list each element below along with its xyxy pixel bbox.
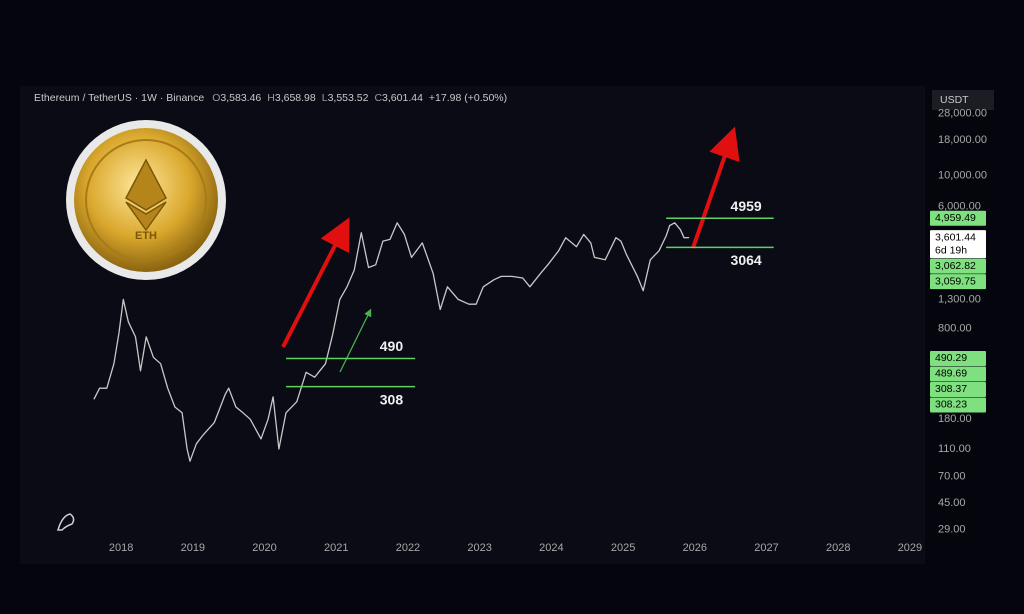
x-tick-label: 2020 bbox=[252, 542, 276, 554]
ohlc-value: 3,658.98 bbox=[275, 92, 316, 104]
ohlc-value: 3,553.52 bbox=[328, 92, 369, 104]
y-tick-label: 29.00 bbox=[938, 524, 966, 536]
y-tick-label: 28,000.00 bbox=[938, 107, 987, 119]
y-tick-label: 18,000.00 bbox=[938, 134, 987, 146]
coin-label: ETH bbox=[135, 230, 157, 242]
logo bbox=[57, 513, 75, 531]
x-tick-label: 2019 bbox=[181, 542, 205, 554]
price-label-box bbox=[930, 258, 986, 274]
price-label: 4,959.49 bbox=[935, 212, 976, 224]
symbol: Ethereum / TetherUS · 1W · Binance bbox=[34, 92, 204, 104]
y-tick-label: 45.00 bbox=[938, 497, 966, 509]
y-tick-label: 1,300.00 bbox=[938, 293, 981, 305]
level-label: 4959 bbox=[731, 198, 762, 214]
chart-header: Ethereum / TetherUS · 1W · Binance O3,583… bbox=[34, 92, 507, 104]
eth-coin: ETH bbox=[66, 120, 226, 280]
y-tick-label: 800.00 bbox=[938, 323, 972, 335]
red-arrow bbox=[281, 217, 350, 348]
currency-box bbox=[932, 90, 994, 110]
price-label-box bbox=[930, 366, 986, 382]
y-tick-label: 10,000.00 bbox=[938, 170, 987, 182]
x-tick-label: 2024 bbox=[539, 542, 563, 554]
y-tick-label: 70.00 bbox=[938, 470, 966, 482]
x-tick-label: 2018 bbox=[109, 542, 133, 554]
price-label-box bbox=[930, 350, 986, 366]
x-tick-label: 2026 bbox=[683, 542, 707, 554]
level-label: 3064 bbox=[731, 252, 762, 268]
ohlc-key: H bbox=[267, 92, 275, 104]
ohlc-key: L bbox=[322, 92, 328, 104]
price-label: 489.69 bbox=[935, 368, 967, 380]
red-arrow bbox=[691, 126, 740, 249]
price-label-box bbox=[930, 210, 986, 226]
countdown: 6d 19h bbox=[935, 244, 967, 256]
x-tick-label: 2028 bbox=[826, 542, 850, 554]
price-line bbox=[93, 222, 690, 462]
ohlc-key: O bbox=[212, 92, 220, 104]
price-label-box bbox=[930, 230, 986, 259]
price-label: 308.37 bbox=[935, 383, 967, 395]
price-label: 3,059.75 bbox=[935, 275, 976, 287]
x-tick-label: 2022 bbox=[396, 542, 420, 554]
level-label: 308 bbox=[380, 391, 404, 407]
y-tick-label: 180.00 bbox=[938, 413, 972, 425]
ohlc-value: 3,601.44 bbox=[382, 92, 423, 104]
change: +17.98 (+0.50%) bbox=[429, 92, 507, 104]
price-label: 3,601.44 bbox=[935, 231, 976, 243]
x-tick-label: 2021 bbox=[324, 542, 348, 554]
price-label-box bbox=[930, 381, 986, 397]
price-label-box bbox=[930, 274, 986, 290]
currency: USDT bbox=[940, 94, 969, 106]
ohlc-value: 3,583.46 bbox=[220, 92, 261, 104]
x-tick-label: 2027 bbox=[754, 542, 778, 554]
price-label: 490.29 bbox=[935, 352, 967, 364]
y-tick-label: 6,000.00 bbox=[938, 201, 981, 213]
price-label: 3,062.82 bbox=[935, 260, 976, 272]
price-label-box bbox=[930, 397, 986, 413]
level-label: 490 bbox=[380, 338, 404, 354]
x-tick-label: 2023 bbox=[467, 542, 491, 554]
x-tick-label: 2025 bbox=[611, 542, 635, 554]
price-label: 308.23 bbox=[935, 399, 967, 411]
ohlc-key: C bbox=[374, 92, 382, 104]
x-tick-label: 2029 bbox=[898, 542, 922, 554]
green-arrow bbox=[339, 308, 372, 373]
y-tick-label: 110.00 bbox=[938, 443, 971, 455]
